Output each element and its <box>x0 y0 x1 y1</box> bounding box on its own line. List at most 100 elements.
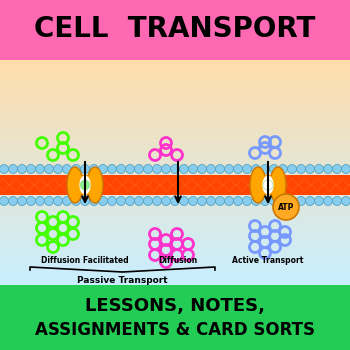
Circle shape <box>134 196 144 205</box>
Circle shape <box>233 196 243 205</box>
Bar <box>0 264 350 267</box>
Ellipse shape <box>79 175 91 195</box>
Bar <box>0 233 350 236</box>
Circle shape <box>144 164 153 174</box>
Circle shape <box>224 196 233 205</box>
Bar <box>0 147 350 150</box>
Bar <box>0 107 350 110</box>
Bar <box>0 199 350 202</box>
Circle shape <box>71 164 80 174</box>
Bar <box>0 206 350 209</box>
Bar <box>0 248 350 251</box>
Circle shape <box>54 164 63 174</box>
Bar <box>0 222 350 224</box>
Circle shape <box>306 196 315 205</box>
Bar <box>0 159 350 161</box>
Text: Diffusion Facilitated: Diffusion Facilitated <box>41 256 129 265</box>
Bar <box>0 235 350 238</box>
Bar <box>0 152 350 154</box>
Bar <box>0 275 350 278</box>
Bar <box>0 258 350 260</box>
Bar <box>0 165 350 168</box>
Bar <box>0 212 350 215</box>
Circle shape <box>279 196 287 205</box>
Circle shape <box>71 196 80 205</box>
Bar <box>0 251 350 253</box>
Circle shape <box>98 196 107 205</box>
Bar <box>0 188 350 190</box>
Circle shape <box>189 164 197 174</box>
Bar <box>0 260 350 262</box>
Bar <box>0 262 350 265</box>
Bar <box>0 122 350 125</box>
Bar <box>0 282 350 285</box>
Bar <box>0 255 350 258</box>
Circle shape <box>63 164 71 174</box>
Bar <box>0 62 350 64</box>
Circle shape <box>35 196 44 205</box>
Circle shape <box>270 164 279 174</box>
Circle shape <box>134 164 144 174</box>
Circle shape <box>260 196 270 205</box>
Bar <box>0 186 350 188</box>
Circle shape <box>35 164 44 174</box>
Circle shape <box>153 164 161 174</box>
Circle shape <box>273 194 299 220</box>
Circle shape <box>323 196 332 205</box>
Bar <box>0 273 350 276</box>
Bar <box>0 96 350 98</box>
Circle shape <box>216 164 224 174</box>
Circle shape <box>315 196 323 205</box>
Circle shape <box>170 164 180 174</box>
Circle shape <box>107 164 117 174</box>
Bar <box>0 127 350 130</box>
Bar <box>0 278 350 280</box>
Bar <box>0 77 350 80</box>
Bar <box>0 0 350 60</box>
Circle shape <box>98 164 107 174</box>
Circle shape <box>197 196 206 205</box>
Bar <box>0 161 350 163</box>
Circle shape <box>117 196 126 205</box>
Circle shape <box>8 164 18 174</box>
Bar <box>0 84 350 87</box>
Bar <box>0 175 350 195</box>
Text: Diffusion: Diffusion <box>158 256 198 265</box>
Bar <box>0 195 350 197</box>
Circle shape <box>126 164 134 174</box>
Circle shape <box>296 164 306 174</box>
Circle shape <box>161 196 170 205</box>
Bar <box>0 183 350 186</box>
Bar <box>0 118 350 121</box>
Circle shape <box>0 164 8 174</box>
Text: LESSONS, NOTES,: LESSONS, NOTES, <box>85 297 265 315</box>
Circle shape <box>315 164 323 174</box>
Bar <box>0 138 350 141</box>
Bar <box>0 237 350 240</box>
Bar <box>0 219 350 222</box>
Circle shape <box>263 180 273 190</box>
Circle shape <box>252 164 260 174</box>
Bar <box>0 145 350 148</box>
Bar <box>0 231 350 233</box>
Bar <box>0 82 350 85</box>
Bar <box>0 172 350 175</box>
Circle shape <box>287 196 296 205</box>
Circle shape <box>27 196 35 205</box>
Ellipse shape <box>250 167 266 203</box>
Circle shape <box>144 196 153 205</box>
Bar <box>0 266 350 269</box>
Bar <box>0 174 350 177</box>
Bar <box>0 136 350 139</box>
Circle shape <box>18 164 27 174</box>
Bar <box>0 201 350 204</box>
Bar <box>0 181 350 184</box>
Bar <box>0 271 350 274</box>
Bar <box>0 132 350 134</box>
Circle shape <box>224 164 233 174</box>
Circle shape <box>90 164 98 174</box>
Bar <box>0 226 350 229</box>
Circle shape <box>342 196 350 205</box>
Bar <box>0 163 350 166</box>
Bar <box>0 80 350 83</box>
